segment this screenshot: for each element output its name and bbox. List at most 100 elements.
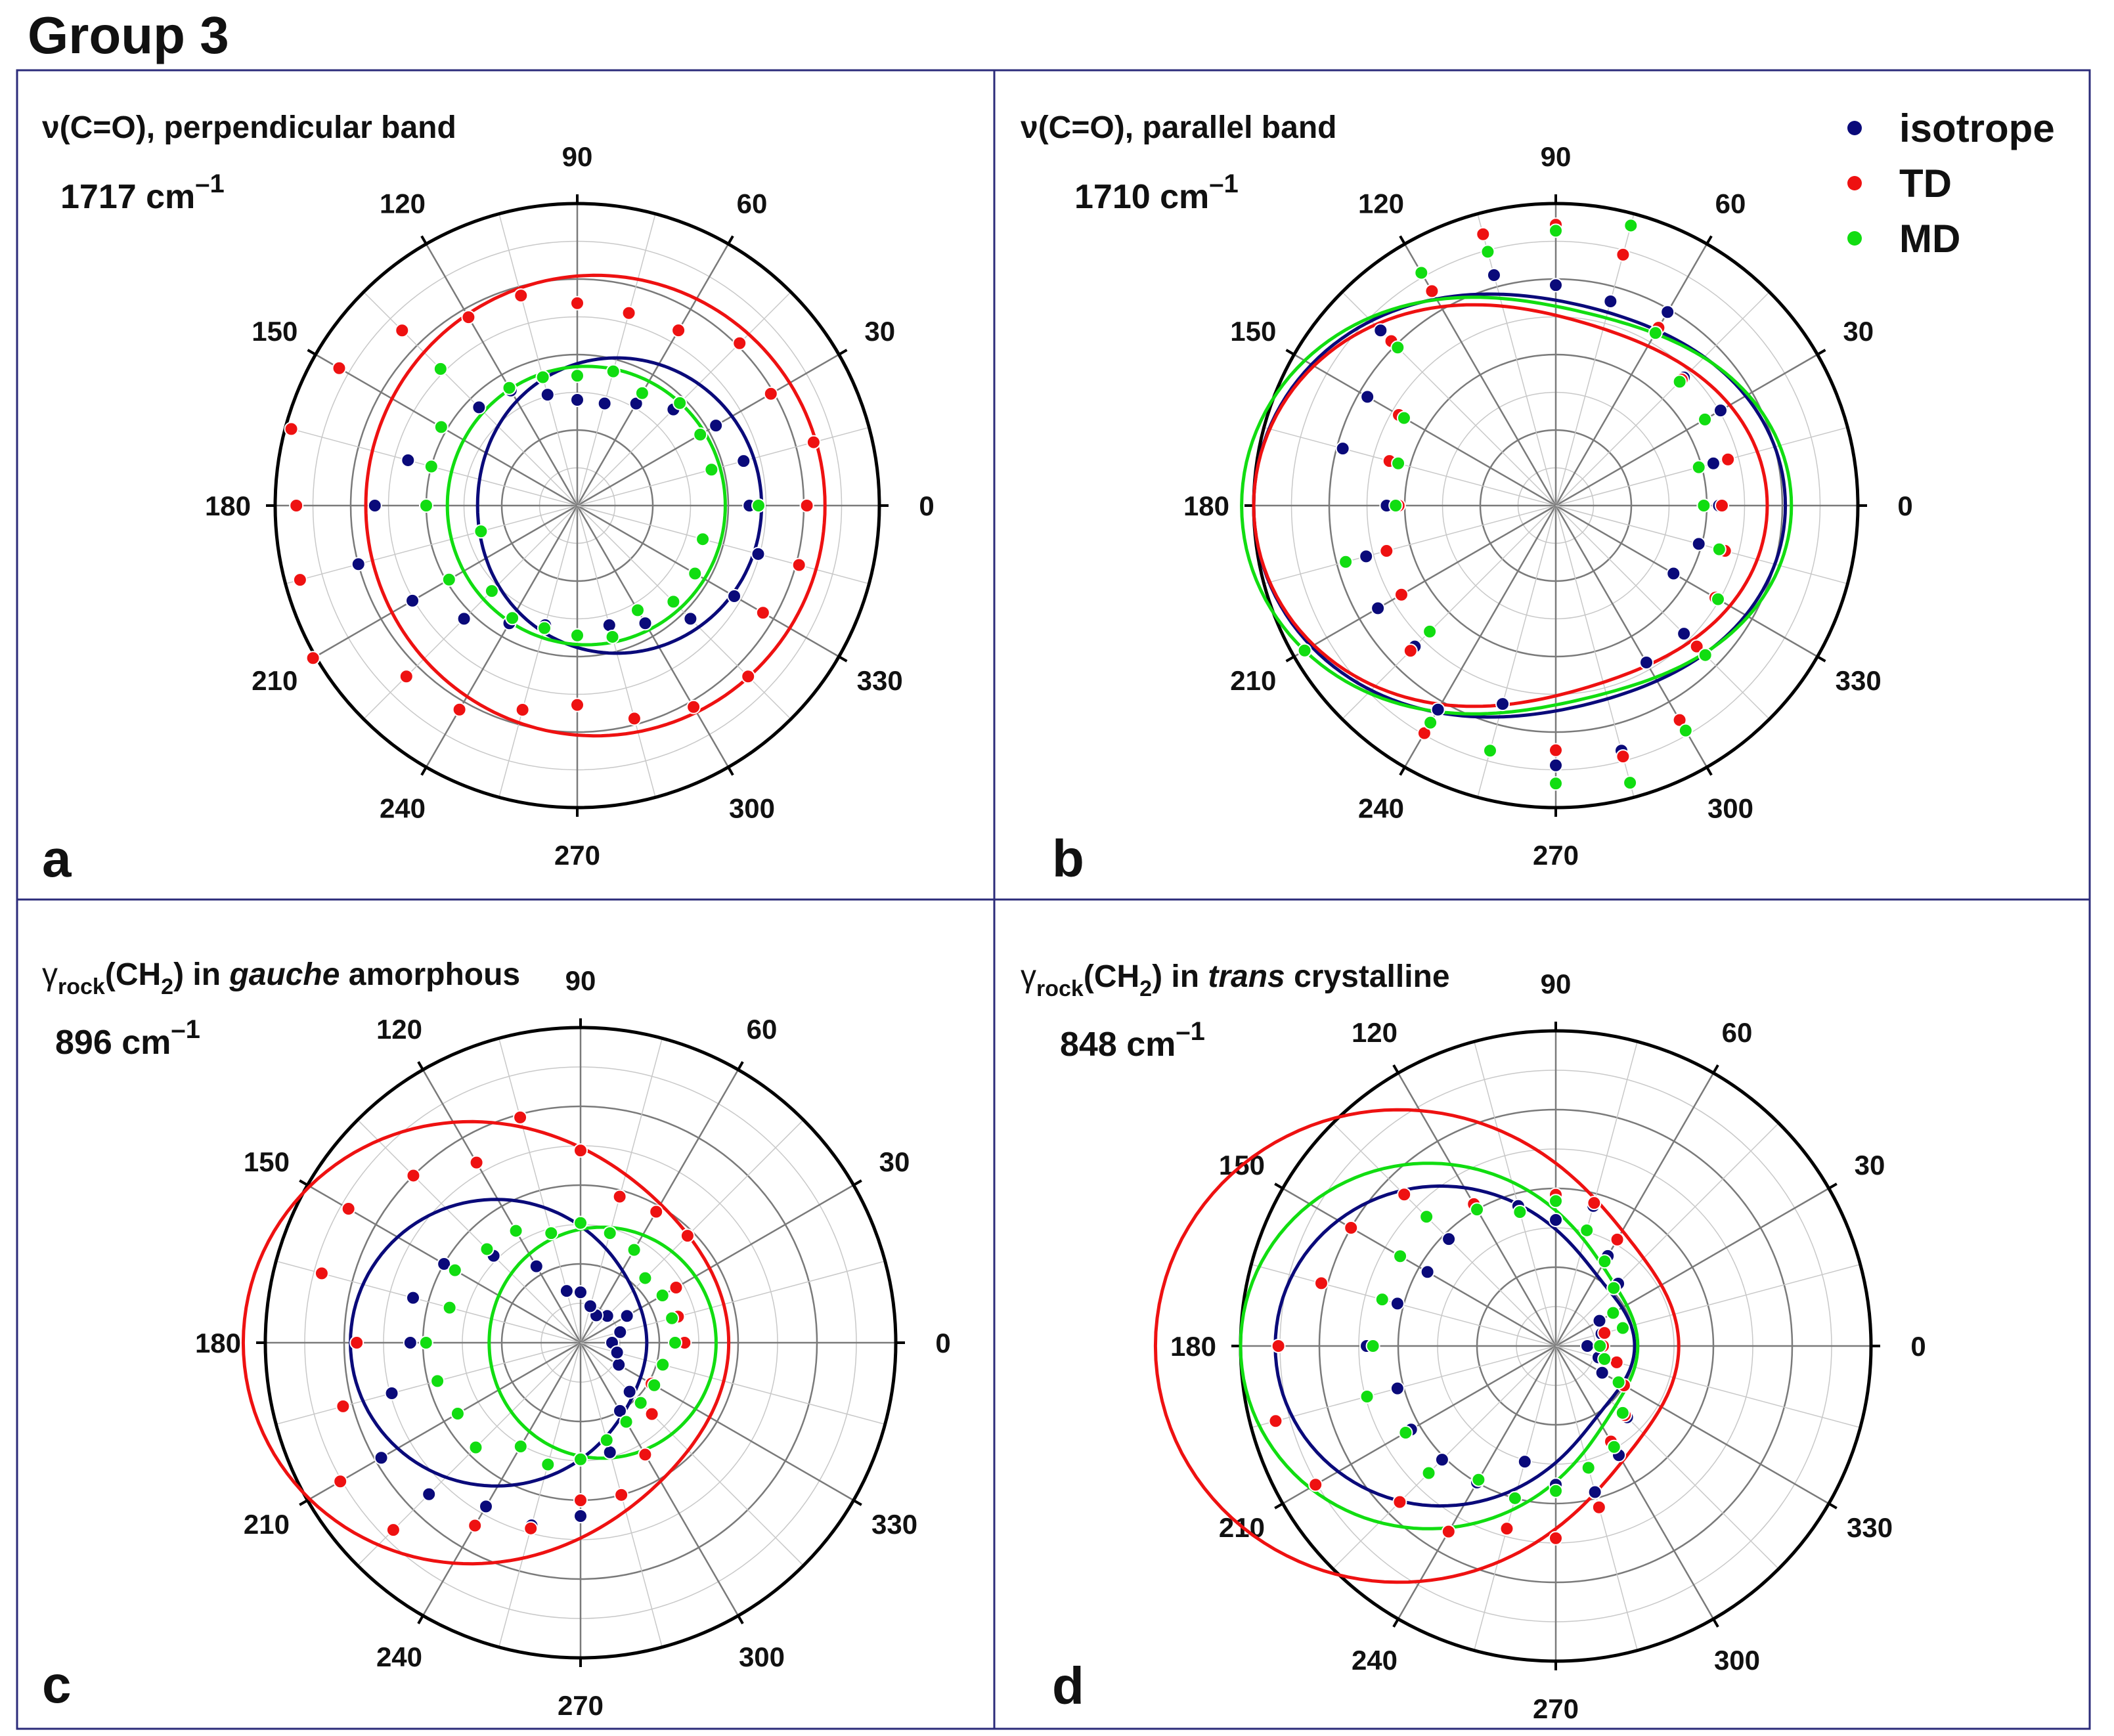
panel-c-angle-label: 240 (376, 1641, 422, 1672)
panel-a-angle-tick (727, 235, 734, 245)
panel-d-point-td (1308, 1477, 1323, 1492)
panel-a-point-isotrope (472, 400, 487, 415)
panel-a-point-isotrope (351, 557, 366, 572)
panel-b-angle-tick (1399, 235, 1406, 245)
panel-a-point-md (634, 385, 650, 401)
panel-b-point-isotrope (1549, 758, 1563, 773)
panel-d-point-td (1392, 1494, 1407, 1509)
panel-b-grid-spoke (1555, 213, 1635, 506)
panel-a-angle-label: 150 (252, 316, 297, 347)
panel-c-point-md (647, 1378, 662, 1393)
panel-c-grid-spoke (580, 1342, 804, 1566)
panel-b-point-isotrope (1666, 566, 1681, 581)
panel-c-point-td (669, 1280, 684, 1295)
panel-d-point-isotrope (1595, 1365, 1610, 1380)
panel-a: 0 30 60 90 120 150 180 210 240 270 300 330 ν(C=O), … (42, 110, 935, 888)
panel-b-point-md (1391, 456, 1406, 471)
panel-c-grid-spoke (357, 1119, 581, 1343)
panel-c-angle-label: 30 (879, 1146, 910, 1177)
panel-a-grid-spoke (425, 505, 579, 768)
panel-b-point-isotrope (1677, 626, 1692, 641)
legend-label-md: MD (1899, 217, 1960, 261)
panel-c-point-isotrope (437, 1257, 452, 1271)
panel-c-wavenumber: 896 cm–1 (55, 1015, 200, 1062)
panel-c-point-td (638, 1447, 653, 1462)
panel-b-angle-label: 30 (1843, 316, 1874, 347)
panel-a-point-isotrope (597, 396, 612, 411)
panel-d-angle-tick (1392, 1618, 1399, 1628)
panel-a-wavenumber: 1717 cm–1 (60, 169, 225, 216)
panel-c-angle-tick (417, 1615, 424, 1624)
panel-c-angle-tick (852, 1179, 862, 1186)
panel-b-point-md (1672, 374, 1687, 389)
panel-c-point-td (649, 1204, 664, 1219)
panel-b-point-md (1297, 643, 1312, 658)
panel-a-point-md (535, 370, 550, 385)
panel-d-angle-label: 240 (1352, 1645, 1398, 1676)
panel-a-point-isotrope (638, 616, 653, 631)
panel-d-point-md (1421, 1465, 1436, 1481)
panel-a-point-td (514, 288, 529, 303)
panel-c-point-td (468, 1518, 483, 1533)
panel-c-grid-spoke (307, 1341, 581, 1502)
panel-c-point-isotrope (611, 1357, 627, 1372)
panel-d-angle-label: 60 (1722, 1017, 1753, 1048)
panel-d-title: γrock(CH2) in trans crystalline (1021, 959, 1450, 1001)
panel-c-angle-label: 150 (244, 1146, 290, 1177)
panel-c-point-md (655, 1288, 670, 1303)
panel-a-point-td (570, 697, 584, 712)
panel-a-grid-spoke (577, 505, 656, 798)
panel-a-point-md (672, 395, 688, 410)
panel-a-point-td (755, 605, 770, 620)
panel-a-point-td (399, 669, 414, 684)
panel-c-point-isotrope (613, 1324, 628, 1339)
panel-c-point-isotrope (622, 1384, 637, 1399)
panel-b-point-isotrope (1495, 697, 1510, 712)
panel-b-grid-spoke (1477, 213, 1556, 506)
panel-d-angle-label: 270 (1533, 1693, 1579, 1724)
panel-d-grid-spoke (1555, 1123, 1779, 1347)
panel-a-point-md (424, 459, 439, 474)
panel-c-point-isotrope (573, 1285, 588, 1300)
panel-b-angle-label: 240 (1358, 793, 1404, 824)
panel-d-angle-label: 120 (1352, 1017, 1398, 1048)
panel-c-point-md (513, 1439, 528, 1454)
panel-d-point-td (1587, 1196, 1602, 1211)
panel-a-point-td (284, 422, 299, 437)
panel-c-grid-spoke (498, 1342, 581, 1647)
panel-c-curve-td (241, 1119, 731, 1566)
panel-d-point-md (1581, 1460, 1596, 1475)
panel-a-point-td (791, 557, 806, 573)
panel-c-point-td (523, 1521, 539, 1536)
panel-d-point-md (1512, 1204, 1528, 1219)
panel-d-point-md (1611, 1375, 1626, 1390)
panel-b-point-md (1549, 223, 1563, 238)
panel-a-grid-spoke (285, 505, 578, 584)
panel-c-point-td (614, 1487, 629, 1502)
panel-b-point-md (1482, 743, 1497, 758)
panel-c-title: γrock(CH2) in gauche amorphous (42, 957, 520, 999)
panel-d-angle-tick (1712, 1064, 1719, 1074)
panel-d-angle-label: 90 (1541, 968, 1572, 999)
panel-a-grid-spoke (576, 244, 730, 506)
panel-d-point-isotrope (1390, 1296, 1405, 1311)
panel-d-point-md (1398, 1425, 1413, 1440)
panel-c-point-isotrope (602, 1444, 617, 1460)
panel-a-point-md (570, 628, 584, 643)
panel-a-point-td (292, 573, 307, 588)
panel-c-grid-spoke (580, 1261, 885, 1343)
panel-a-angle-label: 210 (252, 665, 297, 696)
panel-b-point-isotrope (1360, 389, 1375, 404)
panel-a-point-td (686, 699, 701, 714)
panel-d-point-td (1549, 1530, 1563, 1546)
panel-c: 0 30 60 90 120 150 180 210 240 270 300 330 γrock(CH… (42, 957, 951, 1721)
panel-b-point-td (1424, 284, 1440, 299)
panel-b-point-md (1678, 723, 1693, 738)
panel-d-angle-tick (1392, 1064, 1399, 1074)
panel-a-angle-label: 330 (857, 665, 903, 696)
panel-a-angle-label: 60 (737, 188, 768, 219)
panel-a-point-md (505, 611, 520, 626)
panel-c-point-md (573, 1215, 588, 1230)
legend: isotrope TD MD (1847, 106, 2055, 261)
panel-d-angle-label: 300 (1714, 1645, 1760, 1676)
